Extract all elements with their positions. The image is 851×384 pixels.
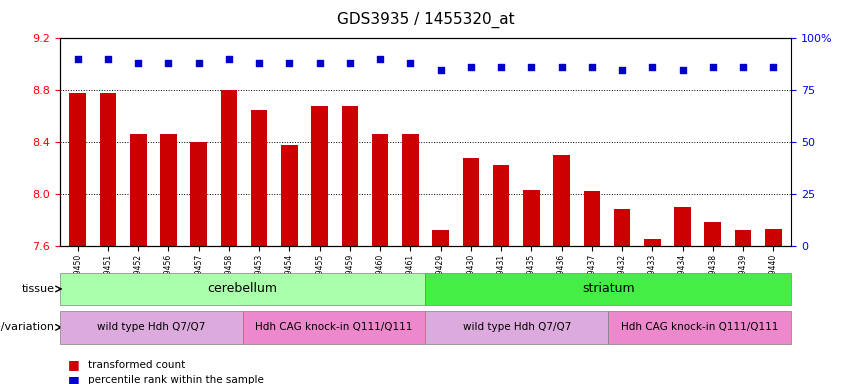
Point [494,65,508,71]
Point [71,56,84,62]
Bar [705,222,721,246]
Bar [100,93,117,246]
Point [736,65,750,71]
Bar [614,210,631,246]
Point [131,60,145,66]
Bar [765,229,781,246]
Point [374,56,387,62]
Bar [341,106,358,246]
Point [585,65,598,71]
Text: Hdh CAG knock-in Q111/Q111: Hdh CAG knock-in Q111/Q111 [255,322,413,333]
Text: percentile rank within the sample: percentile rank within the sample [88,375,264,384]
Bar [60,273,426,305]
Text: cerebellum: cerebellum [208,283,277,295]
Point [403,60,417,66]
Text: ■: ■ [68,374,80,384]
Bar [191,142,207,246]
Bar [674,207,691,246]
Bar [493,166,510,246]
Text: transformed count: transformed count [88,360,185,370]
Text: Hdh CAG knock-in Q111/Q111: Hdh CAG knock-in Q111/Q111 [621,322,779,333]
Bar [372,134,388,246]
Text: GDS3935 / 1455320_at: GDS3935 / 1455320_at [337,12,514,28]
Bar [463,158,479,246]
Point [283,60,296,66]
Text: wild type Hdh Q7/Q7: wild type Hdh Q7/Q7 [97,322,205,333]
Bar [311,106,328,246]
Bar [70,93,86,246]
Point [253,60,266,66]
Bar [523,190,540,246]
Bar [432,230,449,246]
Bar [60,311,243,344]
Bar [426,311,608,344]
Point [464,65,477,71]
Point [555,65,568,71]
Point [676,66,689,73]
Point [524,65,538,71]
Point [434,66,448,73]
Bar [644,239,660,246]
Point [222,56,236,62]
Text: wild type Hdh Q7/Q7: wild type Hdh Q7/Q7 [463,322,571,333]
Bar [553,155,570,246]
Text: striatum: striatum [582,283,635,295]
Bar [402,134,419,246]
Bar [608,311,791,344]
Bar [130,134,146,246]
Bar [251,110,267,246]
Point [162,60,175,66]
Point [646,65,660,71]
Bar [734,230,751,246]
Point [343,60,357,66]
Point [767,65,780,71]
Point [191,60,205,66]
Text: genotype/variation: genotype/variation [0,322,54,333]
Text: tissue: tissue [21,284,54,294]
Bar [584,191,600,246]
Bar [243,311,426,344]
Bar [426,273,791,305]
Text: ■: ■ [68,358,80,371]
Bar [281,145,298,246]
Point [313,60,327,66]
Bar [160,134,177,246]
Point [615,66,629,73]
Bar [220,90,237,246]
Point [706,65,720,71]
Point [101,56,115,62]
